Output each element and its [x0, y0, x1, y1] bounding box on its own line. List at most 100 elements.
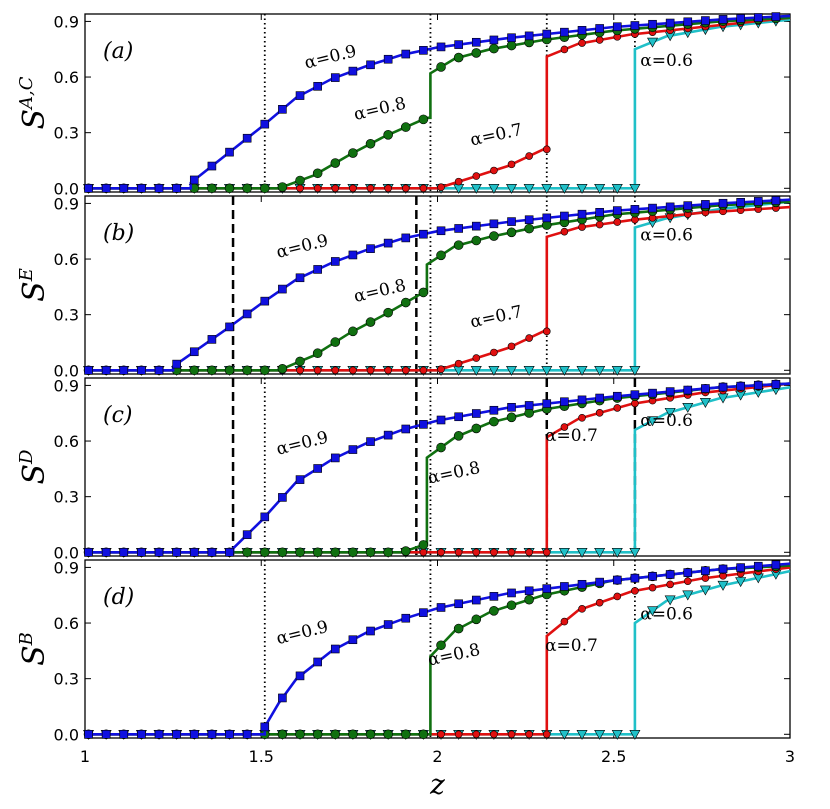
marker-p3-s0-26	[542, 584, 552, 593]
marker-p3-s2-26	[542, 730, 551, 739]
marker-p3-s0-3	[137, 729, 146, 739]
marker-p3-s1-22	[471, 614, 482, 625]
marker-p1-s0-16	[366, 244, 375, 253]
panel-1-ytick-label-0: 0.0	[54, 361, 79, 380]
marker-p2-s0-19	[419, 420, 428, 429]
marker-p3-s2-34	[683, 577, 692, 585]
marker-p2-s3-34	[682, 402, 694, 413]
marker-p3-s2-22	[472, 730, 481, 739]
marker-p2-s0-25	[524, 401, 534, 410]
marker-p3-s2-28	[578, 605, 586, 613]
marker-p0-s0-9	[242, 133, 252, 143]
marker-p0-s0-2	[119, 183, 129, 193]
marker-p1-s2-26	[542, 327, 551, 336]
marker-p3-s0-12	[295, 671, 305, 681]
marker-p2-s0-12	[295, 475, 305, 484]
panel-0-annotation-3: α=0.6	[640, 51, 693, 71]
marker-p0-s0-3	[137, 183, 146, 193]
marker-p2-s0-38	[753, 380, 763, 390]
marker-p0-s1-11	[277, 182, 288, 192]
marker-p3-s0-6	[189, 729, 199, 739]
marker-p3-s0-37	[736, 563, 745, 572]
marker-p1-s0-1	[101, 365, 111, 375]
marker-p2-s0-20	[436, 415, 446, 425]
panel-2-ytick-label-3: 0.9	[54, 376, 79, 395]
marker-p0-s2-16	[366, 184, 375, 193]
panel-3-ylabel: SB	[16, 632, 52, 666]
marker-p3-s0-14	[330, 644, 340, 654]
marker-p0-s0-26	[542, 29, 552, 39]
marker-p1-s0-4	[154, 365, 164, 375]
marker-p0-s2-12	[296, 184, 304, 193]
marker-p1-s1-11	[277, 364, 288, 374]
marker-p0-s0-10	[260, 119, 270, 129]
marker-p2-s0-18	[401, 424, 411, 434]
marker-p1-s2-25	[525, 334, 533, 342]
panel-0-ylabel: SA,C	[16, 76, 52, 129]
marker-p1-s2-21	[454, 359, 463, 368]
marker-p1-s0-7	[207, 335, 217, 344]
marker-p0-s1-9	[242, 183, 252, 194]
xtick-label-2: 2	[432, 747, 442, 766]
marker-p0-s1-8	[224, 183, 235, 194]
marker-p2-s2-21	[454, 548, 463, 557]
marker-p2-s0-23	[489, 405, 499, 415]
marker-p0-s2-25	[525, 152, 533, 160]
marker-p3-s1-21	[453, 623, 464, 634]
marker-p3-s1-16	[365, 729, 376, 740]
marker-p2-s0-22	[471, 409, 481, 418]
marker-p0-s0-27	[560, 27, 569, 37]
marker-p2-s0-7	[207, 547, 217, 557]
marker-p2-s1-9	[242, 547, 252, 558]
marker-p0-s3-22	[470, 183, 482, 194]
marker-p3-s0-17	[383, 620, 393, 629]
marker-p2-s1-12	[295, 547, 305, 558]
marker-p1-s3-22	[470, 365, 482, 376]
marker-p0-s2-23	[490, 166, 498, 175]
panel-0-ytick-label-1: 0.3	[54, 124, 79, 143]
marker-p1-s2-18	[401, 366, 410, 375]
marker-p1-s0-30	[612, 206, 622, 215]
xtick-label-1: 1.5	[249, 747, 274, 766]
marker-p3-s0-7	[207, 729, 217, 739]
marker-p0-s1-12	[295, 175, 305, 186]
marker-p1-s2-27	[560, 227, 569, 236]
marker-p1-s3-29	[594, 365, 606, 376]
marker-p3-s0-8	[225, 729, 234, 739]
marker-p0-s3-25	[523, 183, 535, 194]
marker-p1-s0-26	[542, 213, 552, 223]
marker-p3-s0-27	[560, 582, 569, 591]
marker-p3-s0-32	[648, 572, 657, 581]
marker-p1-s2-19	[419, 366, 428, 375]
marker-p0-s2-22	[472, 172, 481, 180]
marker-p0-s3-24	[506, 183, 518, 194]
marker-p0-s1-20	[436, 62, 446, 72]
marker-p1-s2-13	[313, 366, 322, 375]
marker-p2-s0-0	[84, 547, 93, 557]
marker-p2-s1-14	[330, 547, 341, 558]
marker-p0-s2-27	[560, 45, 569, 54]
marker-p0-s0-25	[524, 31, 534, 41]
marker-p0-s0-11	[278, 105, 287, 114]
marker-p2-s2-25	[525, 548, 533, 557]
panel-1-label: (b)	[103, 221, 134, 246]
marker-p0-s0-17	[383, 54, 393, 64]
marker-p3-s3-27	[558, 729, 570, 740]
marker-p1-s0-31	[630, 205, 640, 214]
marker-p3-s0-13	[313, 657, 322, 667]
marker-p2-s0-1	[101, 547, 111, 557]
marker-p2-s0-2	[119, 547, 129, 557]
marker-p1-s0-10	[260, 296, 270, 306]
marker-p2-s0-36	[718, 382, 728, 392]
xtick-label-4: 3	[785, 747, 795, 766]
panel-3-annotation-2: α=0.7	[545, 636, 598, 656]
marker-p3-s0-2	[119, 729, 129, 739]
marker-p1-s2-28	[578, 223, 586, 231]
marker-p2-s0-34	[683, 385, 693, 395]
marker-p0-s2-15	[349, 184, 357, 193]
marker-p1-s3-31	[629, 365, 641, 376]
marker-p3-s2-27	[560, 617, 569, 626]
marker-p3-s0-23	[489, 592, 499, 601]
marker-p3-s2-35	[701, 574, 710, 582]
marker-p2-s1-21	[453, 431, 464, 441]
